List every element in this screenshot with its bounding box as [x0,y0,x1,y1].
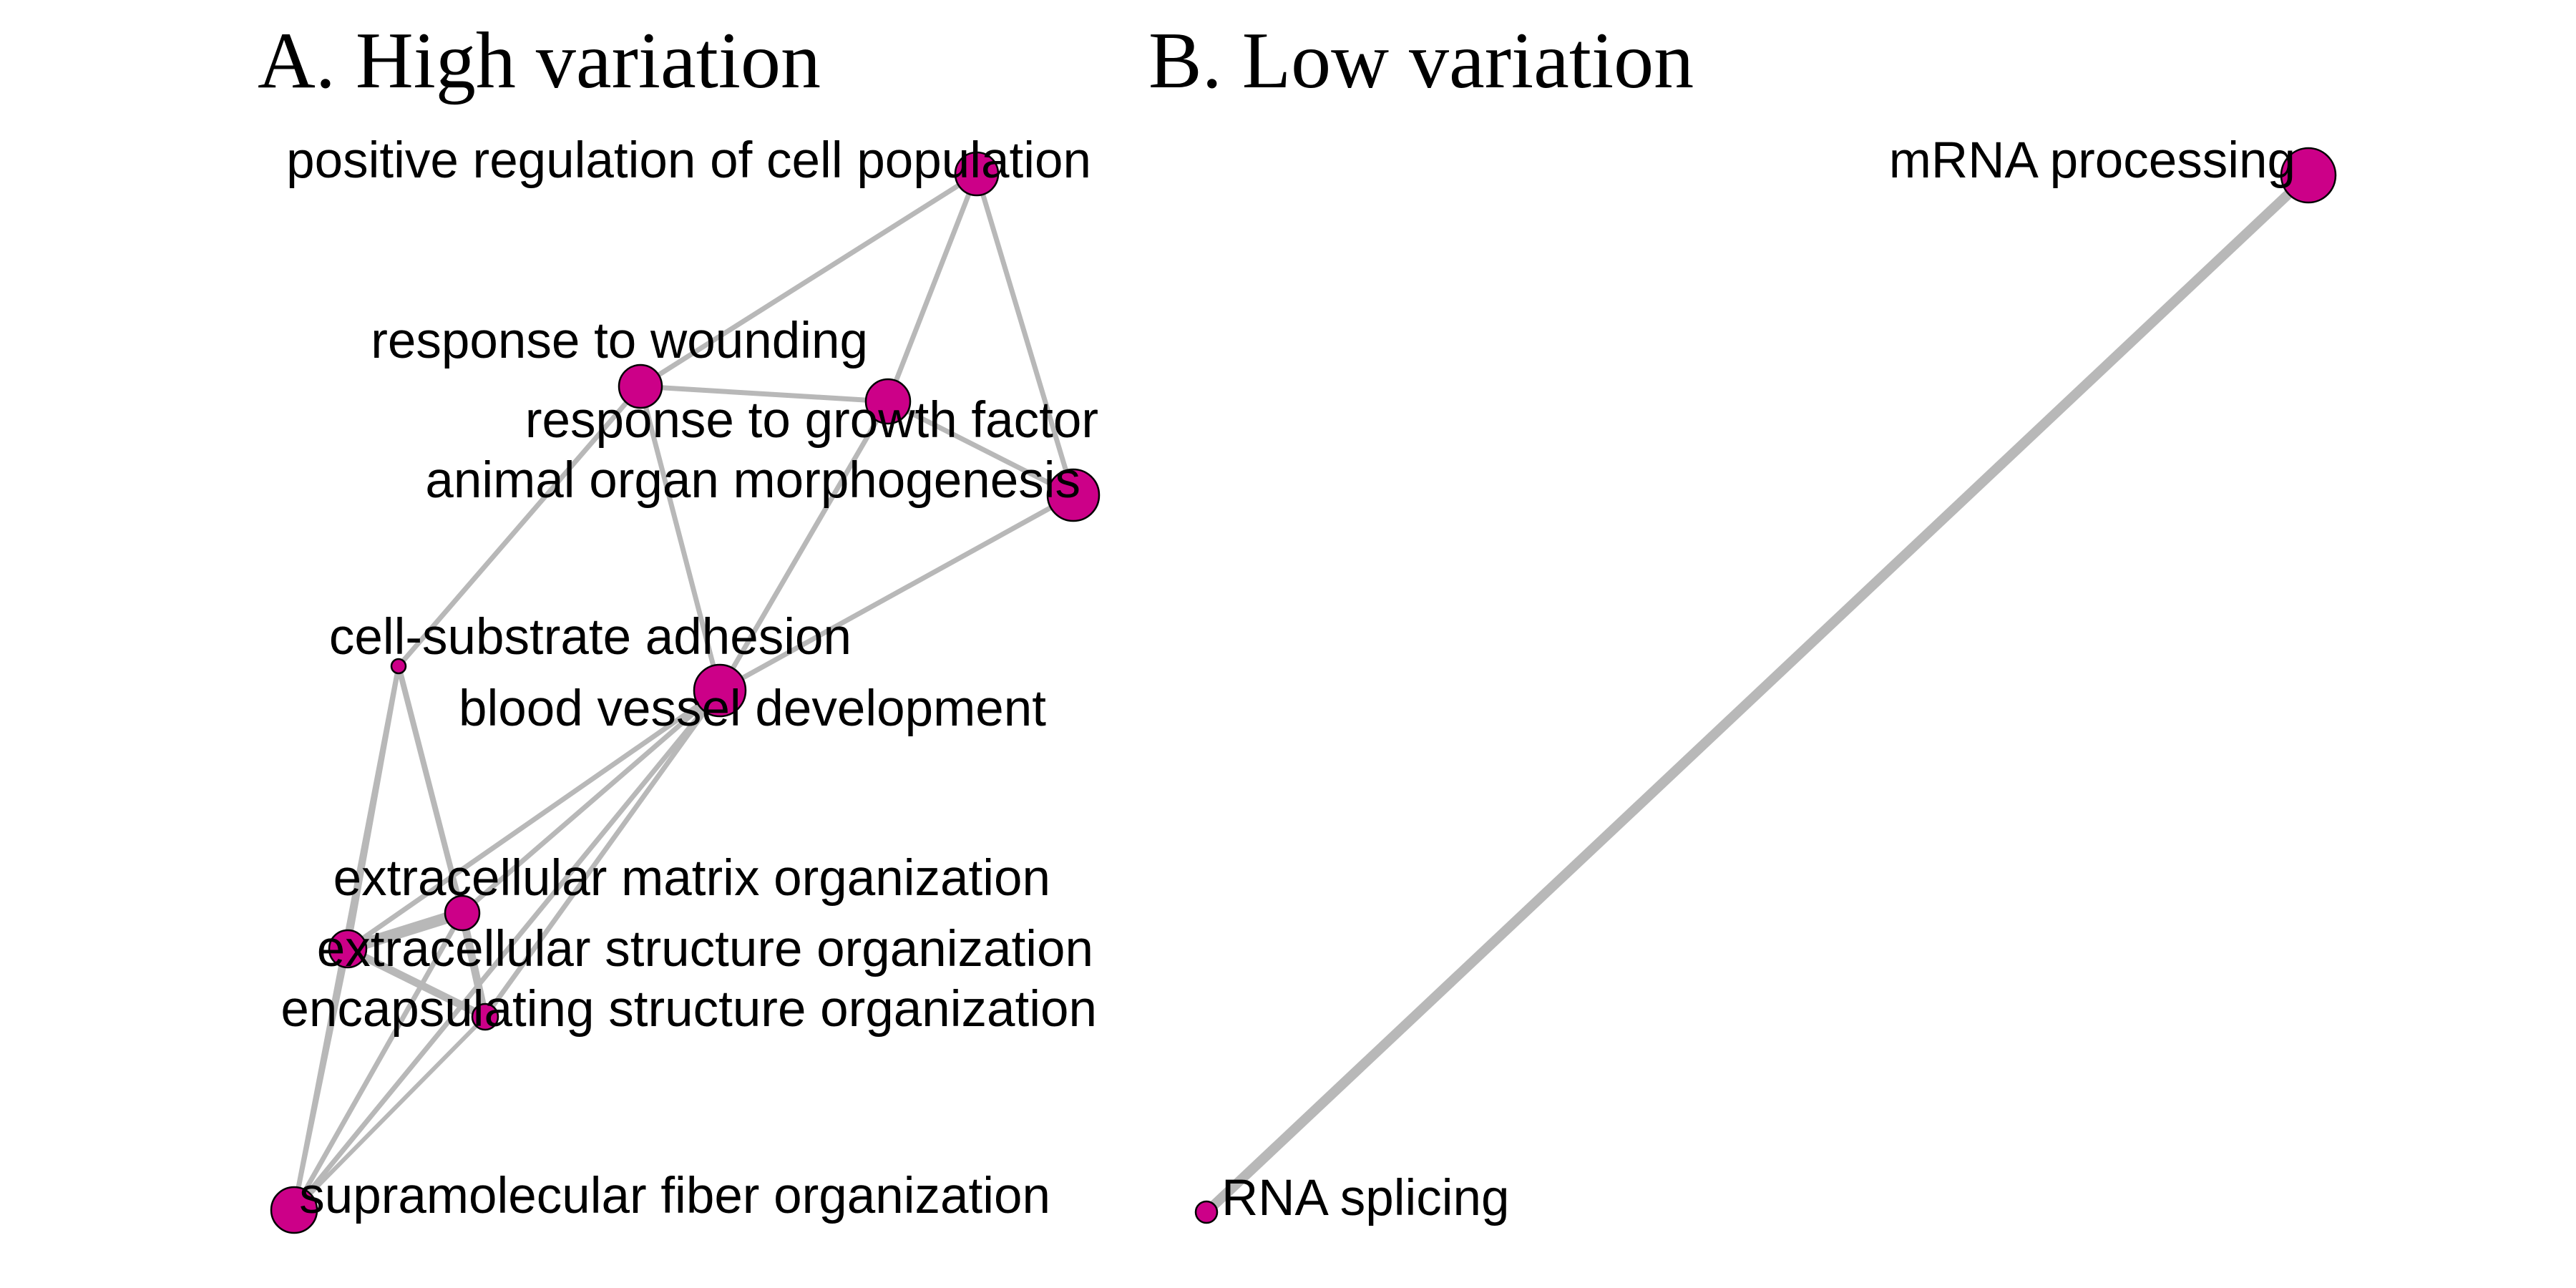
node-label-wounding: response to wounding [371,313,868,369]
panel-a-title: A. High variation [258,16,821,105]
panel-b-title: B. Low variation [1148,16,1694,105]
edge-wounding-adhesion [396,384,643,669]
node-label-pos_reg: positive regulation of cell population [286,132,1091,189]
node-label-organ: animal organ morphogenesis [425,452,1080,509]
panel-b-edges [1201,170,2313,1217]
node-splicing [1194,1200,1219,1224]
node-label-adhesion: cell-substrate adhesion [329,609,852,665]
panel-a-labels: positive regulation of cell population re… [280,132,1098,1224]
edge-adhesion-ecm [396,663,465,916]
edge-growth-vessel [717,399,891,693]
node-label-growth: response to growth factor [525,392,1098,449]
edge-wounding-growth [638,384,891,404]
node-vessel [693,663,747,718]
node-label-ecm: extracellular matrix organization [333,850,1050,907]
edge-pos_reg-wounding [638,171,980,389]
edge-encap-fiber [292,1015,487,1212]
node-label-mrna: mRNA processing [1889,132,2296,189]
edge-vessel-ecm [459,688,723,916]
edge-pos_reg-growth [885,171,980,404]
edge-organ-vessel [717,492,1076,693]
node-organ [1046,468,1101,522]
edge-ecs-fiber [292,947,350,1212]
edge-mrna-splicing [1201,170,2313,1217]
node-label-ecs: extracellular structure organization [317,921,1093,977]
node-pos_reg [954,151,1000,197]
node-wounding [618,364,663,409]
node-fiber [270,1186,318,1234]
node-growth [864,378,912,425]
node-label-splicing: RNA splicing [1221,1170,1510,1226]
panel-a-edges [291,171,1076,1213]
edge-ecs-encap [343,945,489,1021]
node-mrna [2280,147,2337,204]
panel-a-nodes [270,151,1101,1234]
edge-vessel-ecs [345,688,723,952]
panel-a-high-variation: A. High variation positive regulation of… [258,16,1101,1234]
node-adhesion [390,658,407,675]
edge-pos_reg-organ [974,171,1076,498]
edge-growth-organ [885,399,1076,498]
node-label-vessel: blood vessel development [459,680,1046,737]
panel-b-low-variation: B. Low variation mRNA processing RNA spli… [1148,16,2337,1226]
edge-wounding-vessel [638,384,723,693]
node-encap [471,1002,499,1031]
node-label-encap: encapsulating structure organization [280,981,1097,1038]
node-label-fiber: supramolecular fiber organization [299,1168,1050,1224]
edge-ecm-fiber [291,910,465,1213]
edge-vessel-fiber [291,688,723,1213]
panel-b-labels: mRNA processing RNA splicing [1221,132,2296,1226]
edge-ecm-ecs [342,907,468,955]
node-ecm [444,894,481,932]
edge-vessel-encap [482,688,723,1020]
node-ecs [328,929,368,969]
panel-b-nodes [1194,147,2337,1224]
